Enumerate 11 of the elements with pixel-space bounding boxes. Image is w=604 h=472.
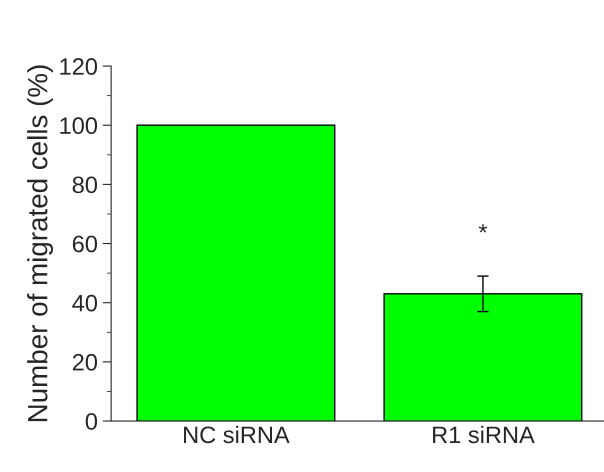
- x-tick-label: NC siRNA: [184, 426, 290, 444]
- y-axis-title: Number of migrated cells (%): [27, 65, 53, 422]
- y-tick-label: 100: [60, 117, 98, 134]
- y-tick-label: 0: [86, 413, 98, 430]
- y-tick-label: 60: [72, 236, 98, 252]
- y-tick-label: 80: [72, 176, 98, 194]
- y-tick-label: 20: [72, 354, 98, 371]
- x-tick-label: R1 siRNA: [433, 426, 535, 444]
- y-tick-label: 120: [60, 58, 98, 75]
- y-tick-label: 40: [72, 294, 98, 312]
- annotation: *: [478, 224, 488, 233]
